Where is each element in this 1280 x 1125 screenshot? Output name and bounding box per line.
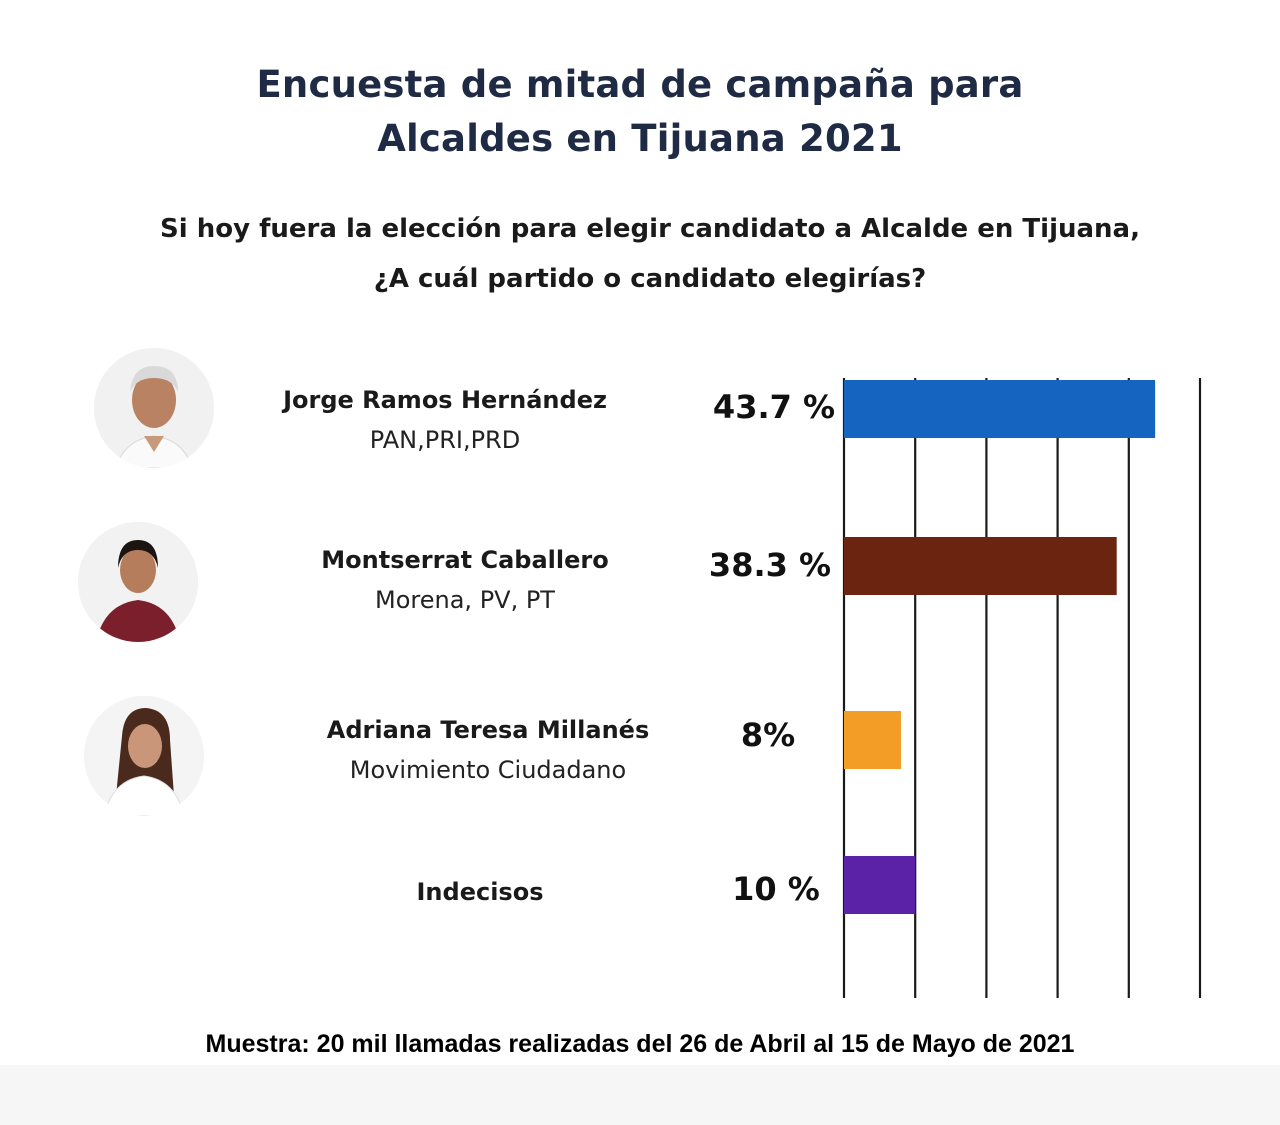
bar-2	[844, 537, 1117, 595]
candidate-name-2: Montserrat Caballero	[321, 546, 609, 574]
question-line-2: ¿A cuál partido o candidato elegirías?	[373, 264, 927, 294]
page-title: Encuesta de mitad de campaña para Alcald…	[0, 58, 1280, 166]
sample-note: Muestra: 20 mil llamadas realizadas del …	[205, 1030, 1075, 1058]
percent-label-3: 8%	[740, 716, 796, 754]
candidate-name-3: Adriana Teresa Millanés	[326, 716, 650, 744]
bottom-band	[0, 1065, 1280, 1125]
survey-question: Si hoy fuera la elección para elegir can…	[0, 204, 1280, 304]
avatar-jorge-ramos	[94, 348, 214, 468]
woman-white-shirt-portrait-icon	[84, 696, 204, 816]
bar-1	[844, 380, 1156, 438]
candidate-party-2: Morena, PV, PT	[375, 586, 555, 614]
question-line-1: Si hoy fuera la elección para elegir can…	[160, 214, 1140, 244]
candidate-name-4: Indecisos	[416, 878, 544, 906]
percent-label-1: 43.7 %	[712, 388, 836, 426]
candidate-name-1: Jorge Ramos Hernández	[283, 386, 607, 414]
avatar-montserrat-caballero	[78, 522, 198, 642]
man-gray-hair-portrait-icon	[94, 348, 214, 468]
title-line-1: Encuesta de mitad de campaña para	[256, 63, 1024, 106]
woman-maroon-shirt-portrait-icon	[78, 522, 198, 642]
percent-label-2: 38.3 %	[708, 546, 832, 584]
title-line-2: Alcaldes en Tijuana 2021	[377, 117, 903, 160]
candidate-party-3: Movimiento Ciudadano	[349, 756, 627, 784]
percent-label-4: 10 %	[732, 870, 820, 908]
avatar-adriana-millanes	[84, 696, 204, 816]
candidate-party-1: PAN,PRI,PRD	[369, 426, 521, 454]
